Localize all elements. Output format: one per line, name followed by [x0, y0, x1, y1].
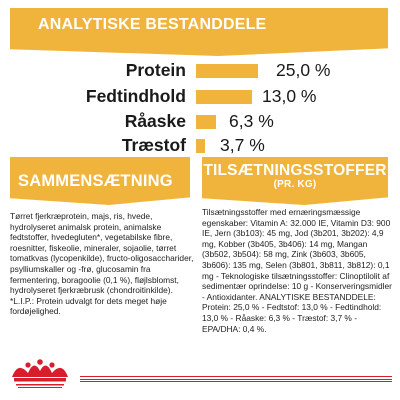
analysis-bar	[196, 90, 252, 104]
analysis-row-fat: Fedtindhold 13,0 %	[0, 86, 400, 108]
analysis-bar	[196, 139, 205, 153]
composition-title: SAMMENSÆTNING	[18, 172, 173, 190]
analysis-value: 25,0 %	[276, 60, 331, 80]
analysis-label: Fedtindhold	[85, 86, 186, 106]
analysis-bar	[196, 64, 258, 78]
analysis-bar	[196, 115, 216, 129]
analysis-row-ash: Råaske 6,3 %	[0, 111, 400, 133]
additives-banner: TILSÆTNINGSSTOFFER (pr. kg)	[202, 157, 388, 205]
analysis-value: 6,3 %	[229, 111, 274, 131]
analysis-title: ANALYTISKE BESTANDDELE	[38, 16, 267, 33]
composition-banner: SAMMENSÆTNING	[10, 157, 190, 205]
analysis-value: 3,7 %	[220, 135, 265, 155]
additives-title: TILSÆTNINGSSTOFFER	[203, 162, 387, 179]
composition-text: Tørret fjerkræprotein, majs, ris, hvede,…	[10, 211, 194, 317]
analysis-row-fibre: Træstof 3,7 %	[0, 135, 400, 157]
additives-subtitle: (pr. kg)	[273, 179, 317, 190]
analysis-row-protein: Protein 25,0 %	[0, 60, 400, 82]
analysis-label: Træstof	[121, 135, 186, 155]
crown-icon	[12, 359, 68, 388]
analysis-value: 13,0 %	[262, 86, 317, 106]
analysis-label: Protein	[125, 60, 186, 80]
brand-stripes	[80, 376, 392, 384]
additives-text: Tilsætningsstoffer med ernæringsmæssige …	[202, 207, 392, 334]
analysis-label: Råaske	[124, 111, 186, 131]
royal-canin-logo	[4, 355, 76, 395]
analysis-banner: ANALYTISKE BESTANDDELE	[10, 8, 388, 56]
